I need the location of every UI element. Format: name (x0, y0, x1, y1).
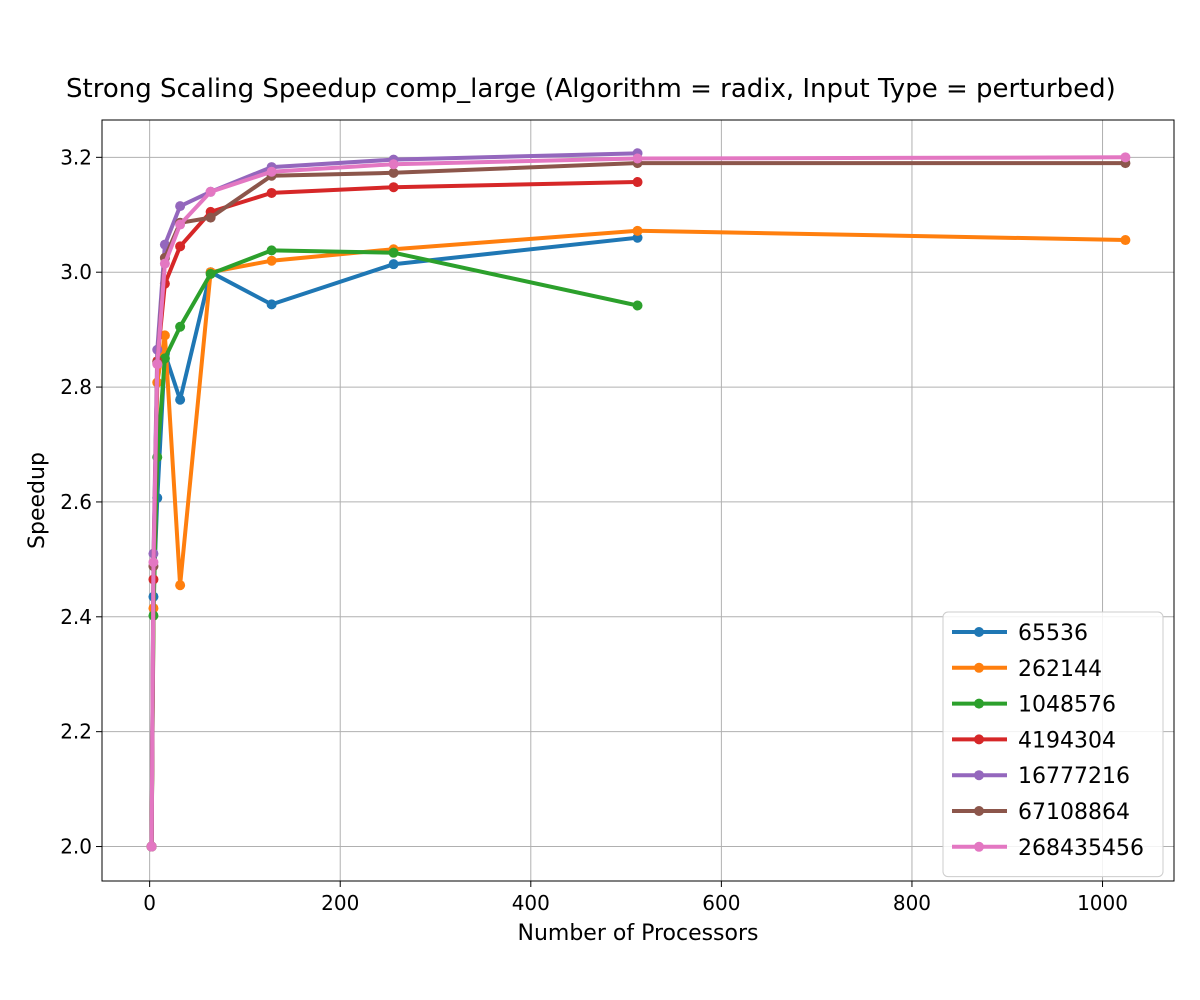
x-axis-label: Number of Processors (518, 921, 759, 946)
x-axis: 0 200 400 600 800 1000 (143, 881, 1128, 915)
data-point (388, 167, 399, 178)
data-point (175, 394, 186, 405)
data-point (152, 359, 163, 370)
x-tick-label: 800 (893, 891, 931, 915)
legend-label: 4194304 (1018, 728, 1116, 753)
data-point (159, 353, 170, 364)
data-point (388, 247, 399, 258)
data-point (175, 321, 186, 332)
legend: 65536 262144 1048576 4194304 16777216 6710886… (942, 611, 1164, 878)
legend-item: 262144 (952, 657, 1102, 682)
data-point (146, 841, 157, 852)
legend-label: 1048576 (1018, 693, 1116, 718)
y-tick-label: 3.2 (60, 145, 92, 169)
legend-marker (974, 770, 984, 781)
chart-title: Strong Scaling Speedup comp_large (Algor… (66, 74, 1116, 104)
data-point (175, 219, 186, 230)
data-point (1120, 235, 1131, 246)
x-tick-label: 400 (512, 891, 550, 915)
y-tick-label: 2.4 (60, 605, 92, 629)
legend-item: 16777216 (952, 764, 1130, 789)
data-point (632, 153, 643, 164)
plot-frame (101, 119, 1175, 882)
y-axis: 2.0 2.2 2.4 2.6 2.8 3.0 3.2 (60, 145, 102, 859)
legend-marker (974, 627, 984, 637)
data-point (266, 299, 277, 310)
data-point (175, 580, 186, 591)
data-point (632, 225, 643, 236)
data-point (388, 259, 399, 270)
y-tick-label: 2.8 (60, 375, 92, 399)
data-point (266, 187, 277, 198)
data-point (632, 232, 643, 243)
data-point (205, 186, 216, 197)
data-point (1120, 152, 1131, 163)
y-axis-label: Speedup (25, 452, 50, 549)
y-tick-label: 2.2 (60, 720, 92, 744)
x-tick-label: 600 (702, 891, 740, 915)
x-tick-label: 200 (321, 891, 359, 915)
legend-label: 268435456 (1018, 836, 1144, 861)
legend-marker (974, 734, 984, 745)
x-tick-label: 1000 (1077, 891, 1128, 915)
legend-marker (974, 806, 984, 816)
y-tick-label: 2.6 (60, 490, 92, 514)
legend-label: 16777216 (1018, 764, 1130, 789)
data-point (632, 177, 643, 188)
series-line (149, 155, 1128, 849)
legend-item: 67108864 (952, 800, 1130, 825)
legend-label: 262144 (1018, 657, 1102, 682)
legend-item: 1048576 (952, 693, 1116, 718)
data-point (388, 159, 399, 170)
legend-marker (974, 698, 984, 709)
series-268435456 (146, 152, 1131, 852)
data-point (175, 241, 186, 252)
series-65536 (146, 232, 643, 852)
data-point (205, 212, 216, 223)
legend-item: 4194304 (952, 728, 1116, 753)
legend-item: 65536 (952, 621, 1088, 646)
data-point (388, 182, 399, 193)
x-tick-label: 0 (143, 891, 156, 915)
legend-label: 67108864 (1018, 800, 1130, 825)
data-point (266, 245, 277, 256)
data-point (266, 255, 277, 266)
legend-item: 268435456 (952, 836, 1144, 861)
data-point (159, 258, 170, 269)
legend-marker (974, 841, 984, 852)
legend-marker (974, 662, 984, 673)
data-point (632, 300, 643, 311)
y-tick-label: 3.0 (60, 260, 92, 284)
legend-label: 65536 (1018, 621, 1088, 646)
series-1048576 (146, 245, 643, 852)
series-line (149, 248, 640, 849)
data-point (148, 557, 159, 568)
data-point (159, 330, 170, 341)
data-point (266, 166, 277, 177)
data-point (205, 268, 216, 279)
series-line (149, 235, 640, 849)
y-tick-label: 2.0 (60, 835, 92, 859)
series-layer (146, 148, 1131, 852)
data-point (175, 201, 186, 212)
